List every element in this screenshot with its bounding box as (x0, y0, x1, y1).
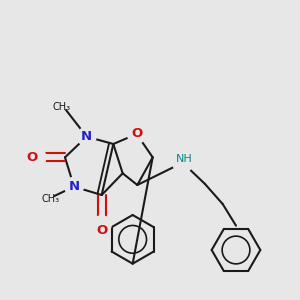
Circle shape (127, 125, 146, 143)
Text: CH₃: CH₃ (53, 102, 71, 112)
Circle shape (27, 148, 46, 167)
Text: O: O (96, 224, 107, 236)
Text: O: O (26, 151, 37, 164)
Text: O: O (131, 128, 142, 140)
Text: CH₃: CH₃ (41, 194, 59, 204)
Text: N: N (81, 130, 92, 143)
Circle shape (92, 216, 111, 234)
Circle shape (77, 127, 96, 146)
Text: NH: NH (176, 154, 193, 164)
Circle shape (65, 177, 83, 196)
Circle shape (173, 153, 193, 173)
Text: N: N (68, 180, 80, 193)
